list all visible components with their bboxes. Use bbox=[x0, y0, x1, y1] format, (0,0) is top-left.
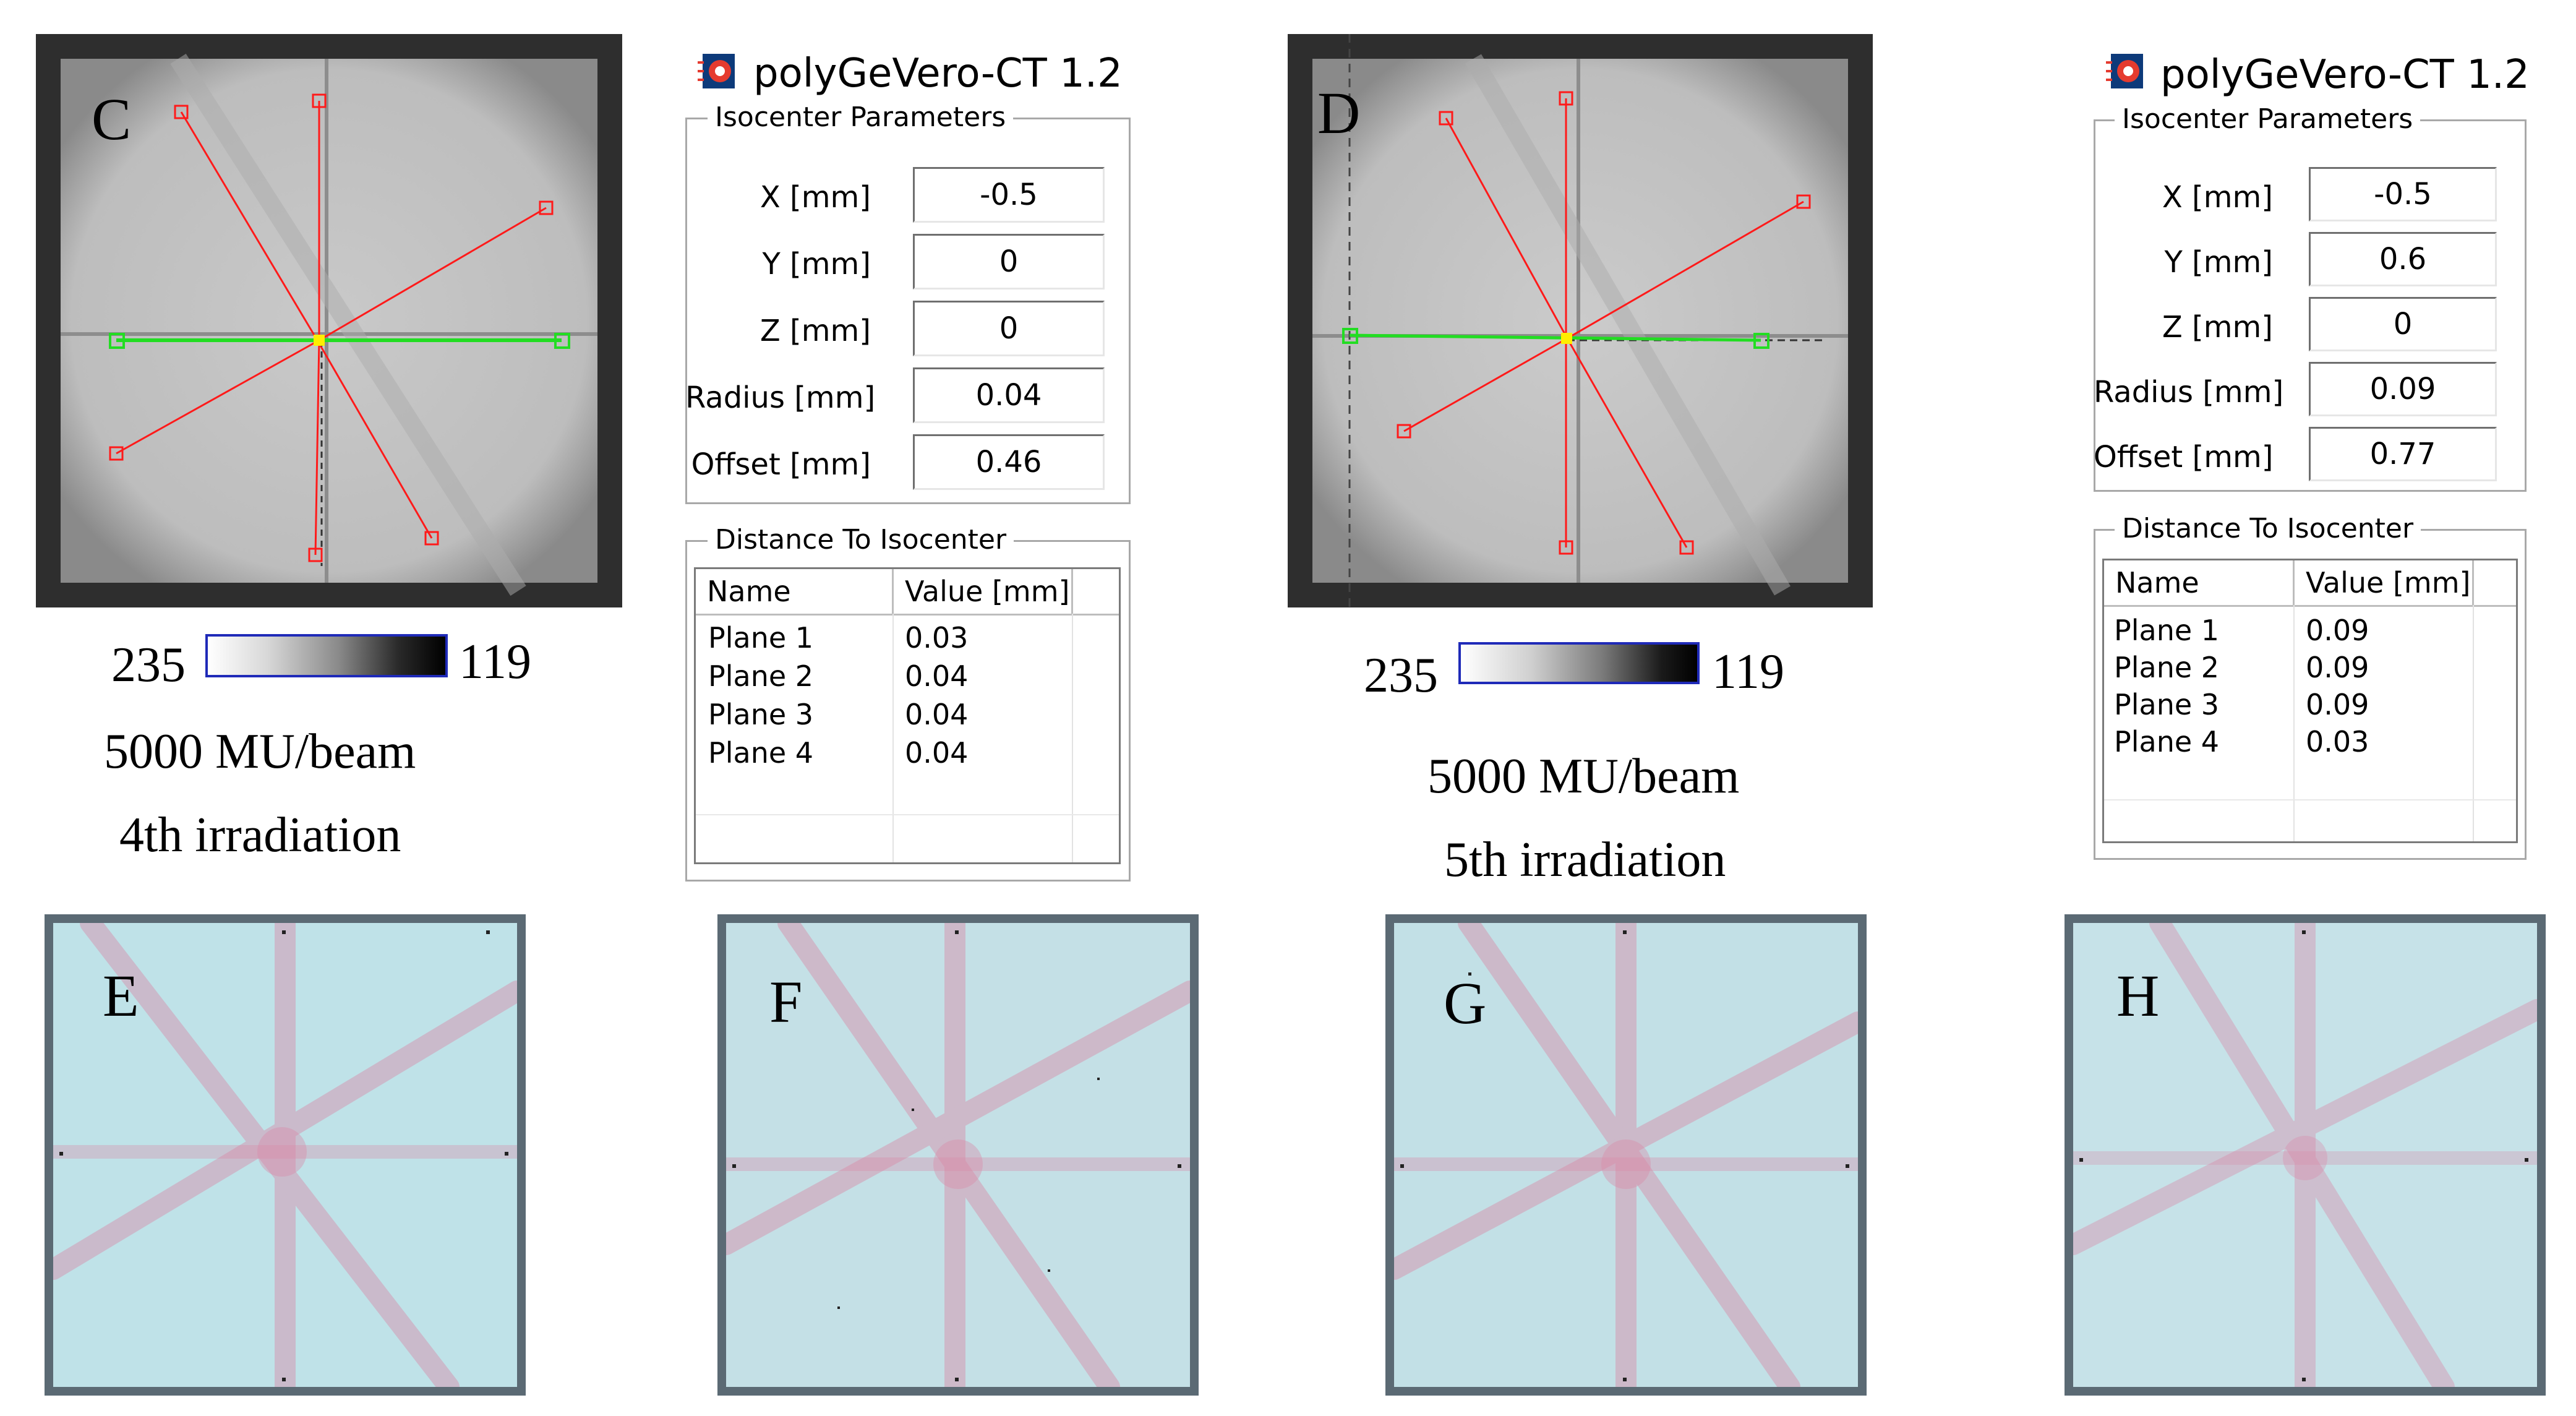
phantom-photo-e: E bbox=[45, 914, 526, 1396]
param-label-x: X [mm] bbox=[2162, 180, 2273, 215]
column-header-value[interactable]: Value [mm] bbox=[2295, 560, 2474, 605]
panel-label: G bbox=[1444, 970, 1487, 1036]
param-label-offset: Offset [mm] bbox=[2094, 440, 2274, 474]
group-label: Distance To Isocenter bbox=[2115, 515, 2421, 543]
app-logo-icon bbox=[698, 54, 735, 88]
row-value[interactable]: 0.04 bbox=[905, 736, 969, 770]
row-name[interactable]: Plane 1 bbox=[2114, 614, 2220, 647]
param-value-x[interactable]: -0.5 bbox=[913, 167, 1105, 223]
phantom-photo-g: G bbox=[1385, 914, 1867, 1396]
param-value-y[interactable]: 0 bbox=[913, 234, 1105, 290]
irradiation-caption: 4th irradiation bbox=[119, 808, 401, 862]
row-value[interactable]: 0.09 bbox=[2306, 651, 2369, 684]
reference-line-d bbox=[1349, 333, 1761, 342]
software-window-2: polyGeVero-CT 1.2 Isocenter Parameters X… bbox=[2094, 40, 2530, 860]
row-name[interactable]: Plane 1 bbox=[708, 621, 814, 654]
phantom-gel-area bbox=[61, 59, 597, 583]
grayscale-colorbar bbox=[1458, 642, 1700, 684]
row-name[interactable]: Plane 3 bbox=[2114, 688, 2220, 721]
ct-scan-panel-d: D bbox=[1288, 34, 1873, 607]
param-label-radius: Radius [mm] bbox=[2094, 375, 2284, 410]
panel-label: C bbox=[92, 86, 132, 152]
param-value-offset[interactable]: 0.46 bbox=[913, 434, 1105, 490]
column-header-name[interactable]: Name bbox=[2104, 560, 2295, 605]
param-value-offset[interactable]: 0.77 bbox=[2309, 427, 2497, 481]
row-name[interactable]: Plane 2 bbox=[708, 659, 814, 693]
beam-endpoints-d[interactable] bbox=[1397, 91, 1811, 555]
window-title: polyGeVero-CT 1.2 bbox=[753, 51, 1123, 97]
software-window-1: polyGeVero-CT 1.2 Isocenter Parameters X… bbox=[685, 40, 1131, 882]
phantom-photo-f: F bbox=[717, 914, 1199, 1396]
row-value[interactable]: 0.09 bbox=[2306, 614, 2369, 647]
ct-scan-panel-c: C bbox=[36, 34, 622, 607]
group-label: Isocenter Parameters bbox=[2115, 106, 2421, 133]
panel-label: D bbox=[1317, 80, 1361, 146]
table-header: Name Value [mm] bbox=[696, 569, 1119, 616]
column-header-name[interactable]: Name bbox=[696, 569, 894, 614]
grayscale-colorbar bbox=[205, 634, 448, 677]
param-label-z: Z [mm] bbox=[760, 314, 871, 348]
table-header: Name Value [mm] bbox=[2104, 560, 2516, 607]
scale-min-value: 235 bbox=[1364, 648, 1438, 703]
window-title: polyGeVero-CT 1.2 bbox=[2160, 52, 2530, 98]
param-value-z[interactable]: 0 bbox=[2309, 297, 2497, 351]
panel-label: H bbox=[2116, 963, 2160, 1029]
star-shot-h bbox=[2073, 923, 2537, 1387]
row-name[interactable]: Plane 4 bbox=[708, 736, 814, 770]
irradiation-caption: 5th irradiation bbox=[1444, 833, 1726, 887]
param-value-radius[interactable]: 0.04 bbox=[913, 367, 1105, 423]
param-label-offset: Offset [mm] bbox=[691, 447, 871, 482]
param-value-y[interactable]: 0.6 bbox=[2309, 232, 2497, 286]
param-value-radius[interactable]: 0.09 bbox=[2309, 362, 2497, 416]
phantom-photo-h: H bbox=[2065, 914, 2546, 1396]
param-label-z: Z [mm] bbox=[2162, 310, 2273, 345]
panel-label: E bbox=[103, 963, 139, 1029]
group-label: Distance To Isocenter bbox=[708, 526, 1014, 554]
row-name[interactable]: Plane 2 bbox=[2114, 651, 2220, 684]
param-value-z[interactable]: 0 bbox=[913, 301, 1105, 356]
beam-lines-d bbox=[1403, 98, 1804, 548]
dose-caption: 5000 MU/beam bbox=[104, 724, 416, 779]
param-label-y: Y [mm] bbox=[2164, 245, 2273, 280]
column-header-value[interactable]: Value [mm] bbox=[894, 569, 1073, 614]
distance-table[interactable]: Name Value [mm] Plane 1 0.09 Plane 2 0.0… bbox=[2102, 559, 2518, 843]
row-name[interactable]: Plane 4 bbox=[2114, 725, 2220, 758]
scale-max-value: 119 bbox=[459, 635, 532, 689]
beam-endpoints-c[interactable] bbox=[109, 93, 554, 562]
isocenter-marker-d bbox=[1561, 333, 1572, 344]
row-value[interactable]: 0.09 bbox=[2306, 688, 2369, 721]
row-name[interactable]: Plane 3 bbox=[708, 698, 814, 731]
star-shot-e bbox=[53, 923, 517, 1387]
param-label-radius: Radius [mm] bbox=[685, 380, 876, 415]
scale-max-value: 119 bbox=[1712, 645, 1785, 699]
param-label-y: Y [mm] bbox=[762, 247, 871, 281]
ct-scan-c-drawing bbox=[36, 34, 622, 607]
dose-caption: 5000 MU/beam bbox=[1427, 749, 1740, 804]
row-value[interactable]: 0.04 bbox=[905, 698, 969, 731]
row-value[interactable]: 0.03 bbox=[2306, 725, 2369, 758]
app-logo-icon bbox=[2106, 54, 2143, 88]
star-shot-f bbox=[726, 923, 1190, 1387]
row-value[interactable]: 0.03 bbox=[905, 621, 969, 654]
star-shot-g bbox=[1394, 923, 1858, 1387]
distance-table[interactable]: Name Value [mm] Plane 1 0.03 Plane 2 0.0… bbox=[694, 567, 1121, 864]
param-label-x: X [mm] bbox=[760, 180, 871, 215]
isocenter-marker-c bbox=[314, 335, 325, 346]
param-value-x[interactable]: -0.5 bbox=[2309, 167, 2497, 221]
scale-min-value: 235 bbox=[111, 638, 186, 692]
group-label: Isocenter Parameters bbox=[708, 104, 1014, 131]
ct-scan-d-drawing bbox=[1288, 34, 1873, 607]
beam-lines-c bbox=[116, 101, 547, 556]
row-value[interactable]: 0.04 bbox=[905, 659, 969, 693]
panel-label: F bbox=[769, 969, 803, 1035]
